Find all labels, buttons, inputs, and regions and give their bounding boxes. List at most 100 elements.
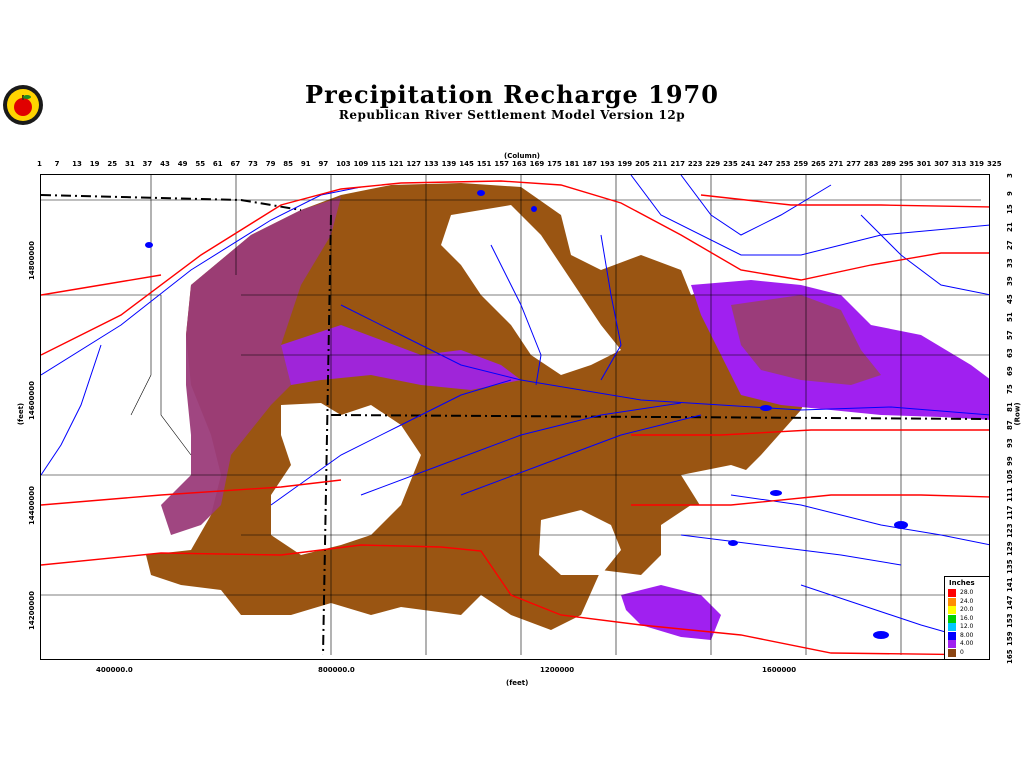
- legend-value: 0: [960, 648, 964, 656]
- column-tick: 55: [195, 160, 206, 168]
- column-tick: 283: [863, 160, 879, 168]
- x-tick: 1200000: [540, 666, 575, 674]
- state-boundaries: [41, 194, 989, 656]
- column-tick: 211: [652, 160, 668, 168]
- row-tick: 141: [1006, 577, 1014, 592]
- legend: Inches 28.0 24.0 20.0 16.0 12.0 8.00 4.00 0: [944, 576, 990, 660]
- column-tick: 25: [107, 160, 118, 168]
- column-tick: 217: [670, 160, 685, 168]
- row-tick: 135: [1006, 559, 1014, 574]
- column-tick: 175: [547, 160, 562, 168]
- row-tick: 159: [1006, 631, 1014, 646]
- row-tick: 69: [1006, 366, 1014, 376]
- column-tick: 139: [441, 160, 457, 168]
- row-tick: 75: [1006, 384, 1014, 394]
- county-boundaries: [41, 175, 989, 655]
- row-tick: 105: [1006, 469, 1014, 484]
- column-tick: 31: [124, 160, 135, 168]
- row-tick: 9: [1006, 191, 1014, 196]
- y-axis-label: (feet): [17, 402, 26, 426]
- column-tick: 79: [265, 160, 276, 168]
- row-axis-label: (Row): [1013, 402, 1022, 426]
- column-tick: 169: [529, 160, 545, 168]
- column-tick: 7: [54, 160, 60, 168]
- legend-value: 12.0: [960, 623, 974, 630]
- legend-swatch: [948, 597, 956, 606]
- reservoirs: [145, 190, 908, 639]
- y-tick: 14800000: [28, 241, 36, 280]
- legend-value: 20.0: [960, 606, 974, 613]
- legend-value: 8.00: [960, 631, 974, 639]
- column-tick: 49: [177, 160, 188, 168]
- column-tick: 247: [758, 160, 773, 168]
- column-tick: 43: [160, 160, 170, 168]
- row-tick: 165: [1006, 649, 1014, 664]
- column-tick: 313: [951, 160, 967, 168]
- column-tick: 163: [512, 160, 527, 168]
- row-tick: 33: [1006, 258, 1014, 268]
- column-tick: 187: [582, 160, 597, 168]
- legend-swatch: [948, 648, 956, 657]
- legend-value: 4.00: [960, 640, 974, 647]
- column-tick: 223: [687, 160, 703, 168]
- recharge-zone-high-south: [621, 585, 721, 640]
- roads: [41, 180, 989, 656]
- y-tick: 14400000: [28, 486, 36, 525]
- row-tick: 93: [1006, 438, 1014, 448]
- row-tick: 3: [1006, 173, 1014, 178]
- row-tick: 147: [1006, 595, 1014, 610]
- recharge-zone-mid: [161, 197, 341, 535]
- recharge-zone-high-west: [281, 325, 521, 390]
- x-tick: 800000.0: [318, 666, 355, 674]
- column-tick: 259: [793, 160, 809, 168]
- column-tick: 133: [424, 160, 439, 168]
- row-tick: 27: [1006, 240, 1014, 250]
- column-tick: 205: [635, 160, 650, 168]
- row-tick: 57: [1006, 330, 1014, 340]
- legend-value: 16.0: [960, 614, 974, 622]
- column-tick: 241: [740, 160, 756, 168]
- no-recharge-area-west: [271, 403, 421, 555]
- recharge-map-canvas: [41, 175, 989, 656]
- column-tick: 235: [723, 160, 738, 168]
- column-tick: 1: [37, 160, 42, 168]
- column-tick: 265: [811, 160, 826, 168]
- column-tick: 145: [459, 160, 474, 168]
- legend-swatch: [948, 589, 956, 597]
- column-tick: 85: [283, 160, 294, 168]
- row-tick: 21: [1006, 222, 1014, 232]
- legend-swatch: [948, 640, 956, 648]
- row-tick: 99: [1006, 456, 1014, 466]
- legend-swatch: [948, 614, 956, 623]
- column-tick: 157: [494, 160, 510, 168]
- column-tick: 229: [705, 160, 721, 168]
- column-tick: 121: [388, 160, 404, 168]
- legend-value: 24.0: [960, 597, 974, 605]
- row-tick: 51: [1006, 312, 1014, 322]
- no-recharge-area-south: [539, 510, 621, 575]
- x-tick: 400000.0: [96, 666, 133, 674]
- column-tick: 61: [212, 160, 223, 168]
- column-tick: 19: [89, 160, 100, 168]
- column-tick: 289: [881, 160, 897, 168]
- y-tick: 14200000: [28, 591, 36, 630]
- column-tick: 151: [476, 160, 492, 168]
- row-tick: 153: [1006, 613, 1014, 628]
- row-tick: 15: [1006, 204, 1014, 214]
- column-tick: 271: [828, 160, 844, 168]
- column-tick: 199: [617, 160, 633, 168]
- column-tick: 97: [318, 160, 329, 168]
- column-tick: 37: [142, 160, 153, 168]
- column-tick: 115: [371, 160, 386, 168]
- legend-swatch: [948, 631, 956, 640]
- column-tick: 91: [300, 160, 311, 168]
- column-tick: 253: [775, 160, 791, 168]
- recharge-map: [40, 174, 990, 660]
- page-title: Precipitation Recharge 1970: [305, 80, 719, 109]
- page-subtitle: Republican River Settlement Model Versio…: [338, 108, 686, 122]
- column-tick: 307: [934, 160, 949, 168]
- row-tick: 117: [1006, 505, 1014, 520]
- column-tick: 73: [248, 160, 258, 168]
- column-tick: 301: [916, 160, 932, 168]
- column-tick: 319: [969, 160, 985, 168]
